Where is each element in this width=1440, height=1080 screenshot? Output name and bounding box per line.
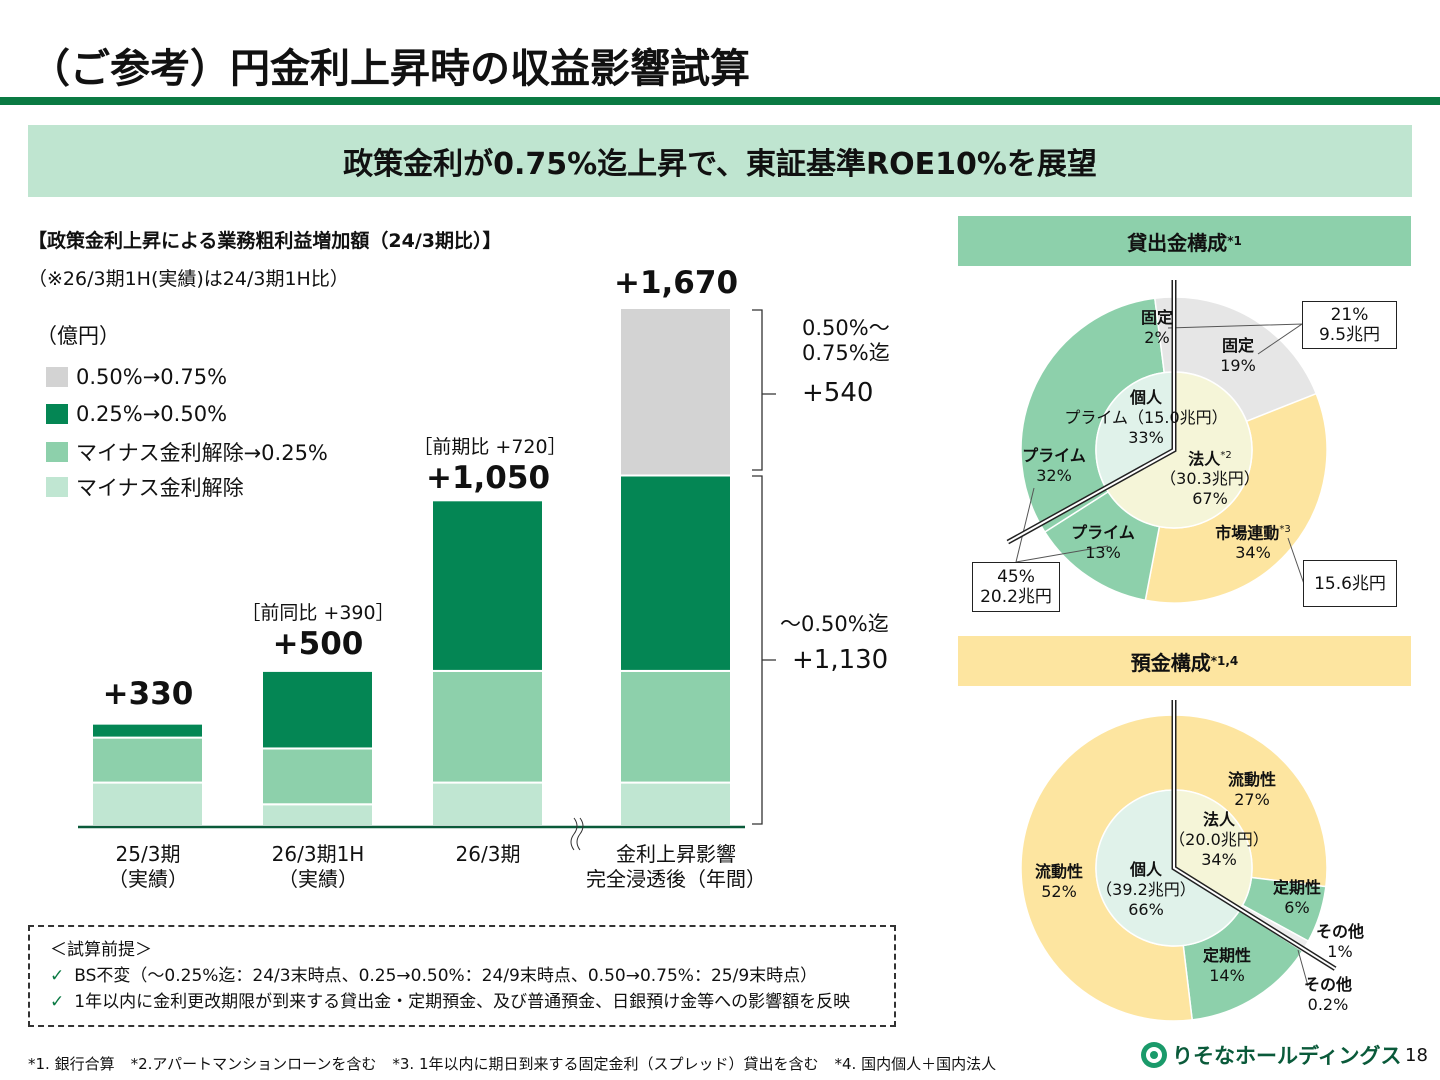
slice-label: 固定 2% bbox=[1140, 308, 1174, 347]
deposit-donut-chart bbox=[1020, 700, 1337, 1022]
explode-divider bbox=[1173, 700, 1336, 970]
slice-label: 固定 19% bbox=[1220, 336, 1256, 375]
legend-item: マイナス金利解除 bbox=[46, 472, 244, 502]
category-label: 金利上昇影響 完全浸透後（年間） bbox=[586, 842, 766, 891]
donut-slice bbox=[1095, 789, 1241, 947]
bar-segment bbox=[431, 669, 544, 784]
callout-box: 21% 9.5兆円 bbox=[1302, 301, 1397, 349]
category-label: 26/3期 bbox=[455, 842, 521, 866]
footnote: *3. 1年以内に期日到来する固定金利（スプレッド）貸出を含む bbox=[392, 1055, 819, 1073]
bracket-label: ～0.50%迄 bbox=[780, 612, 889, 636]
bar-segment bbox=[261, 803, 374, 827]
bracket bbox=[752, 475, 776, 825]
loan-composition-header: 貸出金構成 *1 bbox=[958, 216, 1411, 266]
slice-label: 市場連動*3 34% bbox=[1215, 523, 1291, 563]
slice-label: 法人*2 （30.3兆円） 67% bbox=[1160, 449, 1260, 509]
slice-label: 個人 （39.2兆円） 66% bbox=[1096, 860, 1196, 919]
slice-label: その他 1% bbox=[1315, 922, 1365, 961]
callout-box: 15.6兆円 bbox=[1303, 560, 1397, 607]
category-label: 25/3期 （実績） bbox=[108, 842, 188, 891]
unit-label: （億円） bbox=[36, 324, 120, 348]
slice-label: 流動性 52% bbox=[1034, 862, 1084, 901]
total-label: +330 bbox=[102, 676, 194, 712]
total-label: +500 bbox=[272, 626, 364, 662]
chart-heading: 【政策金利上昇による業務粗利益増加額（24/3期比）】 bbox=[28, 230, 502, 252]
check-icon: ✓ bbox=[50, 966, 65, 986]
loan-donut-chart bbox=[1006, 280, 1328, 604]
slice-label: 定期性 6% bbox=[1272, 878, 1322, 917]
slice-label: 流動性 27% bbox=[1227, 770, 1277, 809]
bar-segment bbox=[261, 669, 374, 750]
leader-line bbox=[1015, 545, 1109, 563]
bar-segment bbox=[91, 736, 204, 784]
explode-divider bbox=[1007, 280, 1175, 543]
donut-slice bbox=[1104, 371, 1253, 529]
bar-segment bbox=[431, 499, 544, 672]
slice-label: プライム 32% bbox=[1022, 446, 1086, 485]
assumptions-title: ＜試算前提＞ bbox=[50, 940, 152, 960]
page-title: （ご参考）円金利上昇時の収益影響試算 bbox=[30, 46, 750, 92]
bar-segment bbox=[261, 747, 374, 806]
page-number: 18 bbox=[1405, 1045, 1428, 1066]
bracket-value: +1,130 bbox=[792, 645, 889, 675]
slice-label: その他 0.2% bbox=[1303, 975, 1353, 1014]
footnotes: *1. 銀行合算 *2.アパートマンションローンを含む *3. 1年以内に期日到来す… bbox=[28, 1053, 1012, 1074]
axis-break-icon bbox=[570, 817, 584, 851]
legend-item: 0.50%→0.75% bbox=[46, 365, 227, 389]
slice-label: 定期性 14% bbox=[1202, 946, 1252, 985]
leader-line bbox=[1297, 949, 1309, 987]
bracket bbox=[752, 309, 776, 471]
slice-label: プライム 13% bbox=[1071, 523, 1135, 562]
legend-item: マイナス金利解除→0.25% bbox=[46, 437, 328, 467]
bar-segment bbox=[619, 307, 732, 477]
total-label: +1,050 bbox=[425, 460, 551, 496]
key-message-banner: 政策金利が0.75%迄上昇で、東証基準ROE10%を展望 bbox=[28, 125, 1412, 197]
resona-logo-icon bbox=[1141, 1042, 1167, 1068]
title-divider bbox=[0, 97, 1440, 105]
bar-segment bbox=[431, 781, 544, 827]
slice-label: 個人 プライム（15.0兆円） 33% bbox=[1064, 388, 1228, 447]
category-label: 26/3期1H （実績） bbox=[271, 842, 365, 891]
leader-line bbox=[1015, 487, 1035, 563]
bar-segment bbox=[91, 722, 204, 739]
bar-segment bbox=[619, 669, 732, 784]
assumption-item: ✓ BS不変（～0.25%迄：24/3末時点、0.25→0.50%：24/9末時点… bbox=[50, 966, 818, 986]
company-logo: りそなホールディングス bbox=[1140, 1040, 1402, 1070]
comparison-label: ［前同比 +390］ bbox=[241, 602, 395, 624]
footnote: *2.アパートマンションローンを含む bbox=[130, 1055, 377, 1073]
leader-line bbox=[1287, 537, 1305, 585]
bracket-label: 0.50%～ 0.75%迄 bbox=[802, 316, 890, 365]
footnote: *1. 銀行合算 bbox=[28, 1055, 115, 1073]
total-label: +1,670 bbox=[613, 265, 739, 301]
check-icon: ✓ bbox=[50, 992, 65, 1012]
deposit-composition-header: 預金構成 *1,4 bbox=[958, 636, 1411, 686]
bar-segment bbox=[619, 781, 732, 827]
callout-box: 45% 20.2兆円 bbox=[972, 562, 1060, 612]
bar-segment bbox=[619, 474, 732, 672]
bar-segment bbox=[91, 781, 204, 827]
assumption-item: ✓ 1年以内に金利更改期限が到来する貸出金・定期預金、及び普通預金、日銀預け金等へ… bbox=[50, 992, 851, 1012]
slice-label: 法人 （20.0兆円） 34% bbox=[1169, 810, 1269, 869]
legend-item: 0.25%→0.50% bbox=[46, 402, 227, 426]
bracket-value: +540 bbox=[802, 378, 874, 408]
chart-note: （※26/3期1H(実績)は24/3期1H比） bbox=[28, 268, 349, 290]
assumptions-box: ＜試算前提＞ ✓ BS不変（～0.25%迄：24/3末時点、0.25→0.50%：… bbox=[28, 925, 896, 1027]
footnote: *4. 国内個人＋国内法人 bbox=[834, 1055, 997, 1073]
comparison-label: ［前期比 +720］ bbox=[413, 436, 567, 458]
